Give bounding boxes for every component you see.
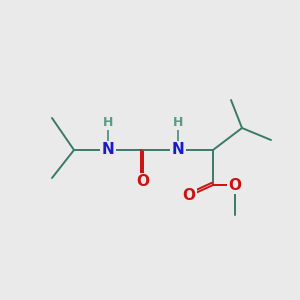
Text: O: O <box>229 178 242 193</box>
Text: O: O <box>182 188 196 203</box>
Text: H: H <box>173 116 183 128</box>
Text: O: O <box>136 175 149 190</box>
Text: N: N <box>102 142 114 158</box>
Text: N: N <box>172 142 184 158</box>
Text: H: H <box>103 116 113 128</box>
